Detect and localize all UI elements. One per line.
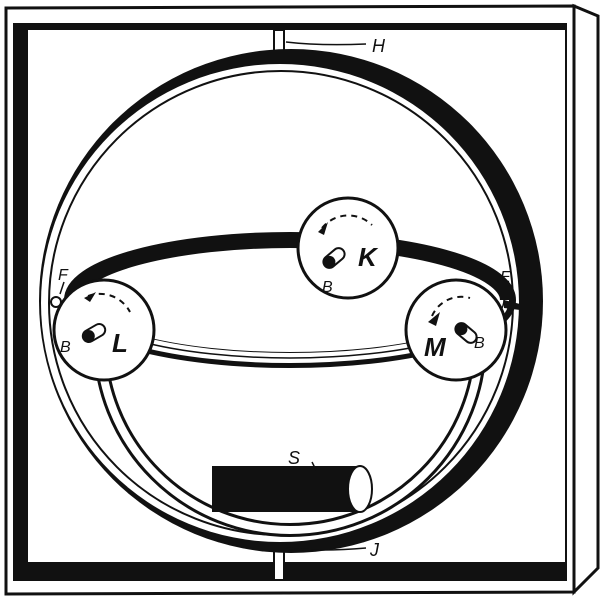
leader-J xyxy=(285,547,367,551)
leader-E xyxy=(511,291,515,301)
label-B-disc-L: B xyxy=(60,339,71,356)
disc-K-rotation-arrow xyxy=(321,214,373,229)
label-K: K xyxy=(358,242,379,272)
leader-F xyxy=(59,281,65,295)
pivot-E xyxy=(504,300,520,310)
disc-M-bearing xyxy=(454,322,478,344)
cylinder-body xyxy=(212,466,360,512)
box-bottom-shadow xyxy=(14,562,566,580)
label-S: S xyxy=(288,448,300,468)
disc-M xyxy=(404,278,508,382)
box-top-shadow xyxy=(14,24,566,30)
label-M: M xyxy=(424,332,447,362)
box-side-face xyxy=(572,3,600,596)
label-L: L xyxy=(112,328,128,358)
disc-K xyxy=(296,196,400,300)
box-left-shadow xyxy=(14,24,28,580)
cylinder-end-cap xyxy=(347,465,373,513)
disc-K-bearing xyxy=(322,247,346,269)
disc-M-rotation-arrow xyxy=(431,295,471,317)
lower-hoop-inner xyxy=(96,339,484,534)
outer-ring-cutout xyxy=(41,64,519,542)
label-J: J xyxy=(369,540,380,560)
label-B-disc-K: B xyxy=(322,279,333,296)
label-E: E xyxy=(500,269,511,286)
label-H: H xyxy=(372,36,386,56)
cylinder-S xyxy=(212,465,373,513)
label-F: F xyxy=(58,267,69,284)
label-B-disc-M: B xyxy=(474,335,485,352)
disc-L-bearing xyxy=(81,323,107,343)
disc-L xyxy=(52,278,156,382)
leader-H xyxy=(285,41,367,46)
outer-ring xyxy=(39,49,543,553)
leader-S xyxy=(311,461,317,471)
disc-K-face xyxy=(296,196,400,300)
